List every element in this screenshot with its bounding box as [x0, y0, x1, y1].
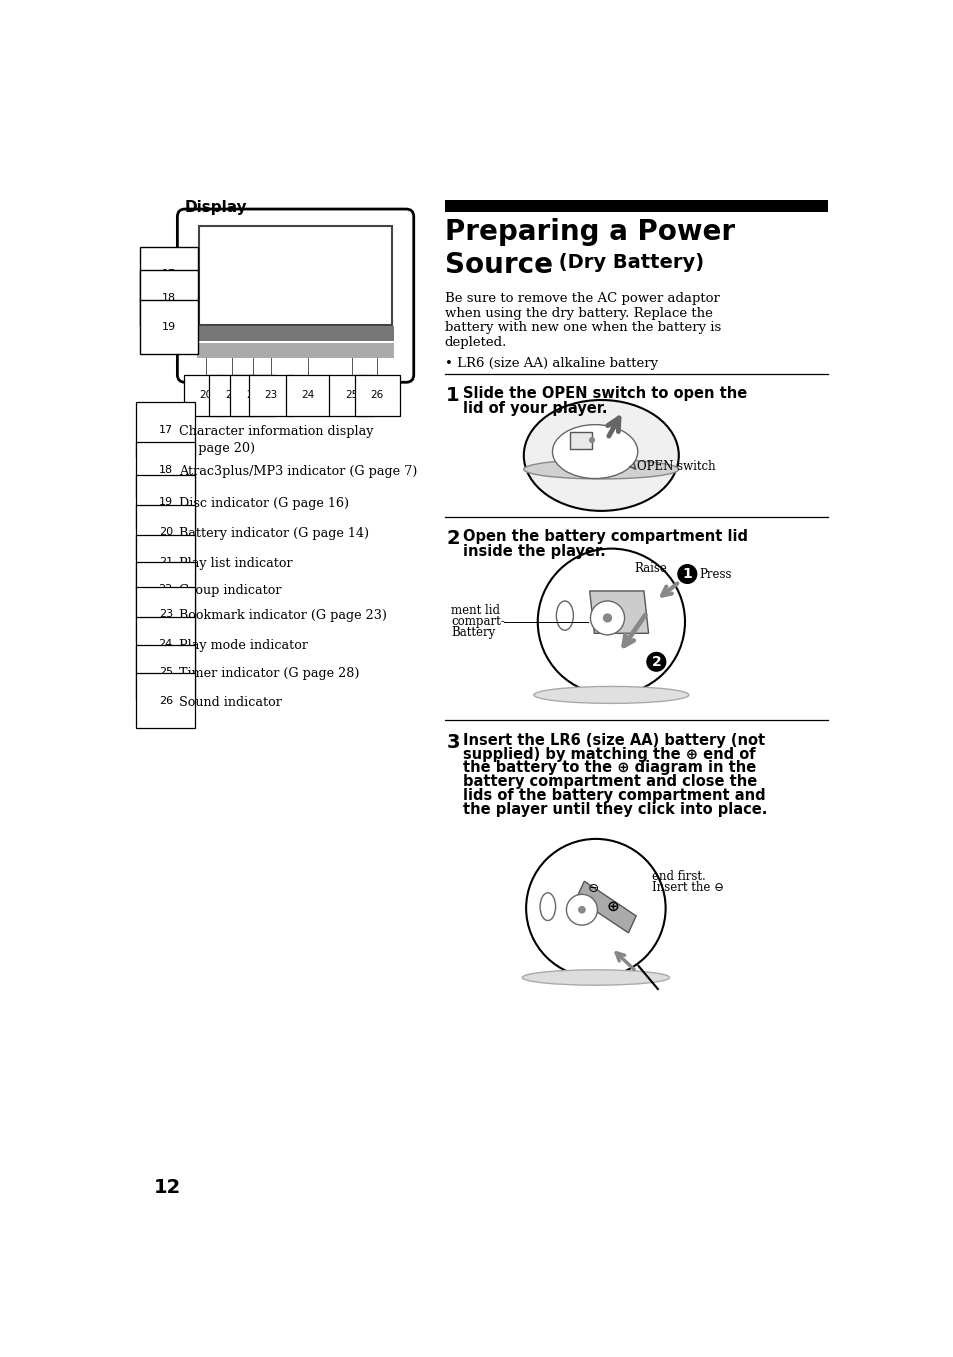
- Bar: [199, 227, 392, 324]
- Text: 3: 3: [446, 733, 459, 752]
- Text: 25: 25: [345, 391, 358, 400]
- Circle shape: [578, 906, 585, 913]
- Circle shape: [566, 894, 597, 925]
- Ellipse shape: [534, 687, 688, 703]
- Text: Raise: Raise: [634, 562, 667, 575]
- Circle shape: [525, 839, 665, 977]
- Text: Bookmark indicator (G page 23): Bookmark indicator (G page 23): [179, 609, 387, 623]
- Text: the player until they click into place.: the player until they click into place.: [463, 802, 767, 817]
- Text: (Dry Battery): (Dry Battery): [551, 252, 703, 271]
- Text: OPEN switch: OPEN switch: [637, 460, 715, 472]
- Text: inside the player.: inside the player.: [463, 544, 605, 559]
- Text: 19: 19: [158, 497, 172, 508]
- Text: ⊕: ⊕: [606, 900, 618, 915]
- Polygon shape: [576, 881, 636, 932]
- Text: Sound indicator: Sound indicator: [179, 696, 281, 708]
- Circle shape: [677, 565, 697, 584]
- Text: Group indicator: Group indicator: [179, 584, 281, 597]
- Ellipse shape: [523, 460, 679, 479]
- Text: Preparing a Power: Preparing a Power: [444, 218, 734, 246]
- Text: 17: 17: [162, 270, 175, 280]
- Text: 18: 18: [158, 464, 172, 475]
- Text: • LR6 (size AA) alkaline battery: • LR6 (size AA) alkaline battery: [444, 357, 658, 370]
- Text: 20: 20: [158, 527, 172, 537]
- Text: Disc indicator (G page 16): Disc indicator (G page 16): [179, 497, 349, 510]
- Text: 23: 23: [158, 609, 172, 619]
- Text: Insert the LR6 (size AA) battery (not: Insert the LR6 (size AA) battery (not: [463, 733, 764, 748]
- Circle shape: [590, 601, 624, 635]
- Ellipse shape: [523, 400, 679, 510]
- Polygon shape: [589, 590, 648, 634]
- Ellipse shape: [539, 893, 555, 920]
- Text: Play mode indicator: Play mode indicator: [179, 639, 308, 653]
- Text: 1: 1: [446, 387, 459, 406]
- Text: 22: 22: [246, 391, 259, 400]
- Text: Display: Display: [185, 199, 248, 214]
- Ellipse shape: [552, 425, 637, 479]
- Text: 22: 22: [158, 584, 172, 594]
- Ellipse shape: [521, 970, 669, 985]
- Text: 25: 25: [158, 668, 172, 677]
- Text: Press: Press: [699, 567, 732, 581]
- Text: 2: 2: [446, 529, 459, 548]
- FancyBboxPatch shape: [177, 209, 414, 383]
- Text: depleted.: depleted.: [444, 337, 507, 349]
- Text: 24: 24: [301, 391, 314, 400]
- Bar: [444, 199, 827, 212]
- Text: Open the battery compartment lid: Open the battery compartment lid: [463, 529, 747, 544]
- Text: ⊖: ⊖: [587, 882, 598, 896]
- Text: 2: 2: [651, 655, 660, 669]
- Bar: [570, 433, 592, 449]
- Text: 26: 26: [158, 696, 172, 706]
- Text: Battery: Battery: [451, 626, 495, 639]
- Text: Slide the OPEN switch to open the: Slide the OPEN switch to open the: [463, 387, 747, 402]
- Text: Play list indicator: Play list indicator: [179, 558, 293, 570]
- Text: Be sure to remove the AC power adaptor: Be sure to remove the AC power adaptor: [444, 292, 719, 305]
- Text: the battery to the ⊕ diagram in the: the battery to the ⊕ diagram in the: [463, 760, 756, 775]
- Text: lids of the battery compartment and: lids of the battery compartment and: [463, 788, 765, 803]
- Text: Atrac3plus/MP3 indicator (G page 7): Atrac3plus/MP3 indicator (G page 7): [179, 464, 416, 478]
- Text: Timer indicator (G page 28): Timer indicator (G page 28): [179, 668, 359, 680]
- Circle shape: [588, 437, 595, 444]
- Text: Source: Source: [444, 251, 552, 278]
- Text: Insert the ⊖: Insert the ⊖: [651, 881, 723, 894]
- Text: 1: 1: [681, 567, 692, 581]
- Circle shape: [645, 651, 666, 672]
- Text: ment lid: ment lid: [451, 604, 499, 617]
- Text: end first.: end first.: [651, 870, 704, 883]
- Text: Character information display
(G page 20): Character information display (G page 20…: [179, 425, 373, 455]
- Text: 18: 18: [162, 293, 175, 303]
- Text: 17: 17: [158, 425, 172, 434]
- Text: 12: 12: [154, 1178, 181, 1197]
- Text: Battery indicator (G page 14): Battery indicator (G page 14): [179, 527, 369, 540]
- Text: battery compartment and close the: battery compartment and close the: [463, 775, 757, 790]
- Text: supplied) by matching the ⊕ end of: supplied) by matching the ⊕ end of: [463, 746, 755, 761]
- Text: 26: 26: [371, 391, 383, 400]
- Text: 19: 19: [162, 322, 175, 332]
- Circle shape: [537, 548, 684, 695]
- Text: 21: 21: [158, 558, 172, 567]
- Text: 20: 20: [199, 391, 213, 400]
- Text: compart-: compart-: [451, 615, 504, 628]
- Ellipse shape: [556, 601, 573, 630]
- Text: lid of your player.: lid of your player.: [463, 400, 607, 415]
- Text: 24: 24: [158, 639, 172, 650]
- Text: 21: 21: [225, 391, 238, 400]
- Bar: [196, 343, 394, 358]
- Text: 23: 23: [264, 391, 277, 400]
- Text: when using the dry battery. Replace the: when using the dry battery. Replace the: [444, 307, 712, 320]
- Circle shape: [602, 613, 612, 623]
- Bar: [196, 326, 394, 342]
- Text: battery with new one when the battery is: battery with new one when the battery is: [444, 322, 720, 334]
